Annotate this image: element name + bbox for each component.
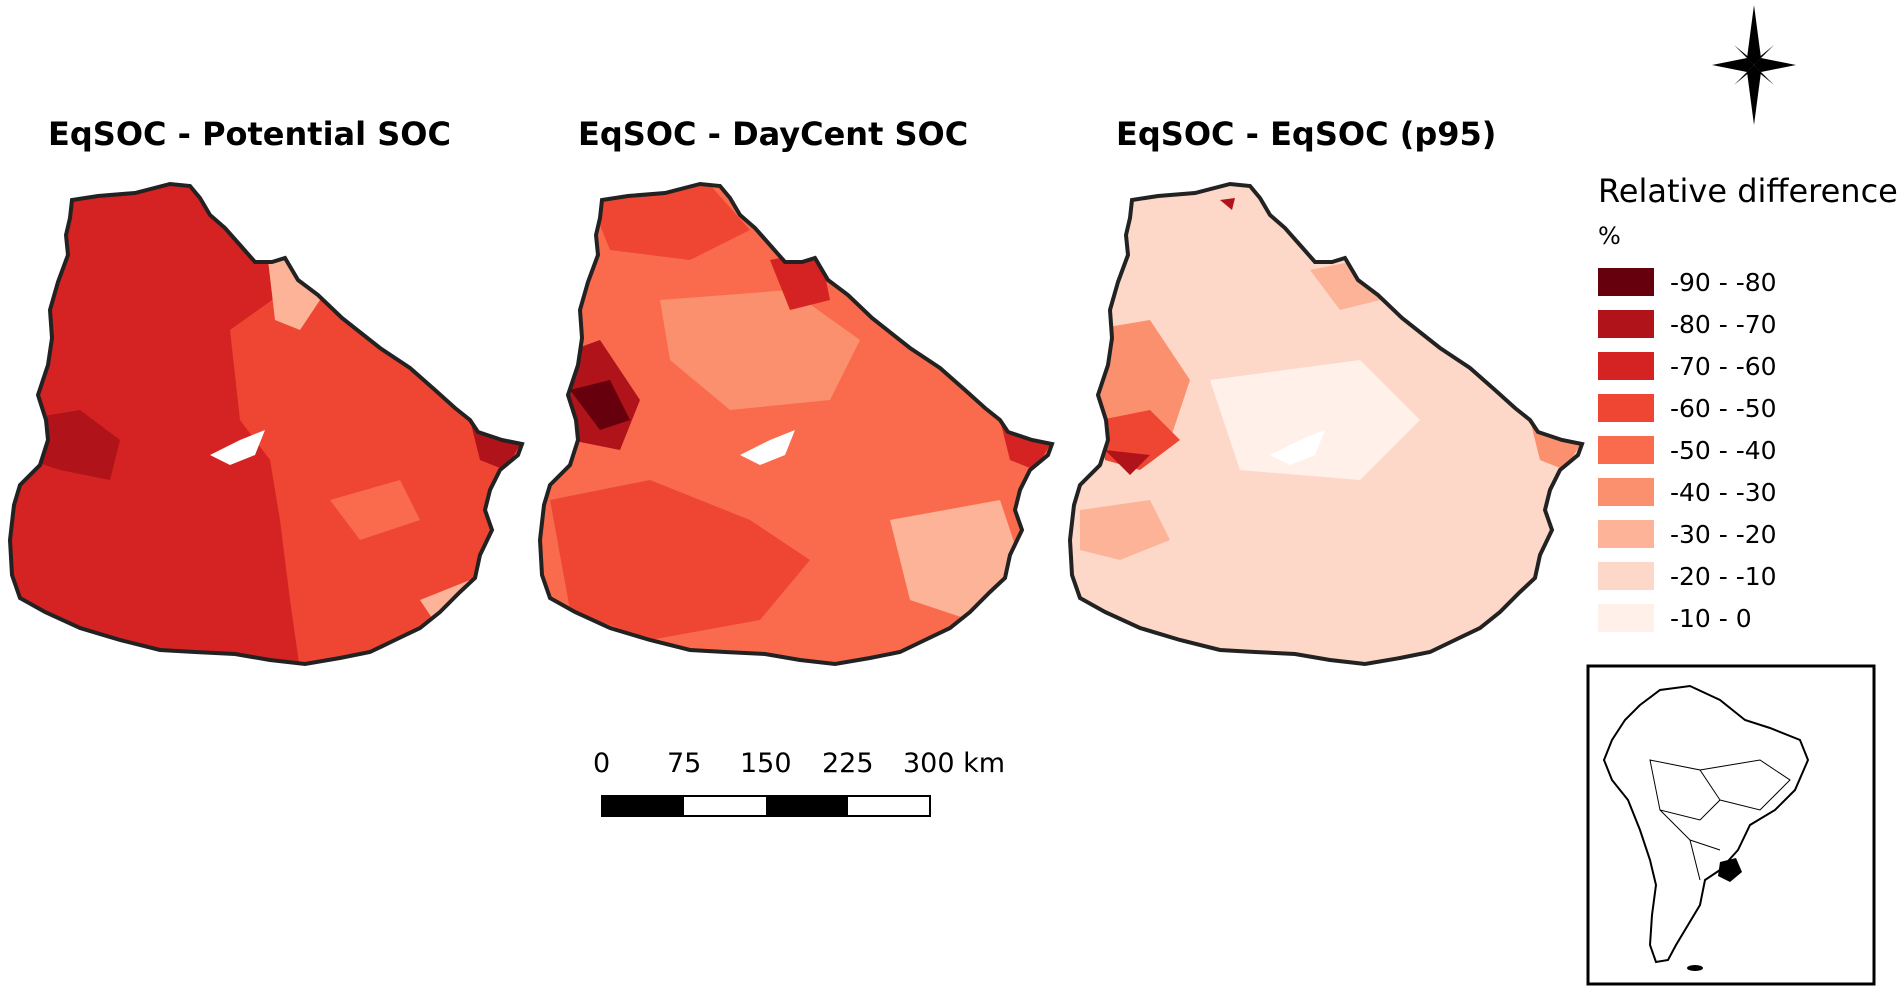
legend-label: -40 - -30 — [1670, 477, 1777, 507]
scale-tick-label: 0 — [593, 748, 611, 779]
region-east-lighter — [230, 280, 520, 664]
legend-item: -20 - -10 — [1598, 561, 1777, 591]
legend-item: -40 - -30 — [1598, 477, 1777, 507]
map-panel-p95 — [1068, 182, 1584, 666]
legend-swatch — [1598, 310, 1654, 338]
region-north-orange — [590, 185, 750, 260]
legend-label: -80 - -70 — [1670, 309, 1777, 339]
scale-tick-label: 75 — [667, 748, 702, 779]
region-north-dark — [1220, 198, 1235, 210]
legend-item: -50 - -40 — [1598, 435, 1777, 465]
legend-item: -30 - -20 — [1598, 519, 1777, 549]
legend-label: -50 - -40 — [1670, 435, 1777, 465]
legend-item: -70 - -60 — [1598, 351, 1777, 381]
legend-item: -10 - 0 — [1598, 603, 1752, 633]
river-gap — [210, 430, 265, 465]
legend-title: Relative difference — [1598, 172, 1898, 210]
region-west-dark — [1105, 450, 1150, 475]
scale-tick-label: 150 — [740, 748, 792, 779]
legend-item: -60 - -50 — [1598, 393, 1777, 423]
legend-swatch — [1598, 478, 1654, 506]
legend-label: -10 - 0 — [1670, 603, 1752, 633]
legend-unit: % — [1598, 222, 1621, 250]
map-panel-potential — [8, 182, 524, 666]
region-south-red — [550, 480, 810, 640]
scale-tick-label: 225 — [822, 748, 874, 779]
scale-tick-label: 300 km — [903, 748, 1006, 779]
legend-swatch — [1598, 436, 1654, 464]
region-mid-strip — [330, 480, 420, 540]
region-center-pale — [1210, 360, 1420, 480]
legend-swatch — [1598, 352, 1654, 380]
region-west-core — [570, 380, 630, 430]
legend-swatch — [1598, 520, 1654, 548]
legend-item: -90 - -80 — [1598, 267, 1777, 297]
legend-label: -30 - -20 — [1670, 519, 1777, 549]
region-southeast-pale — [890, 500, 1020, 620]
map-panel-daycent — [538, 182, 1054, 666]
legend-label: -20 - -10 — [1670, 561, 1777, 591]
legend-label: -60 - -50 — [1670, 393, 1777, 423]
river-gap — [1270, 430, 1325, 465]
region-center-pink — [660, 290, 860, 410]
region-south-pink — [1080, 500, 1170, 560]
uruguay-highlight — [1718, 858, 1742, 882]
legend-swatch — [1598, 268, 1654, 296]
legend-item: -80 - -70 — [1598, 309, 1777, 339]
panel-title-p95: EqSOC - EqSOC (p95) — [1116, 115, 1497, 153]
compass-star-icon — [1712, 5, 1796, 125]
scale-bar — [601, 795, 931, 817]
panel-title-potential: EqSOC - Potential SOC — [48, 115, 451, 153]
river-gap — [740, 430, 795, 465]
legend-swatch — [1598, 604, 1654, 632]
panel-title-daycent: EqSOC - DayCent SOC — [578, 115, 969, 153]
legend-swatch — [1598, 394, 1654, 422]
legend-label: -70 - -60 — [1670, 351, 1777, 381]
legend-label: -90 - -80 — [1670, 267, 1777, 297]
legend-swatch — [1598, 562, 1654, 590]
south-america-locator-map — [1586, 664, 1876, 986]
region-northeast-red — [770, 250, 830, 310]
